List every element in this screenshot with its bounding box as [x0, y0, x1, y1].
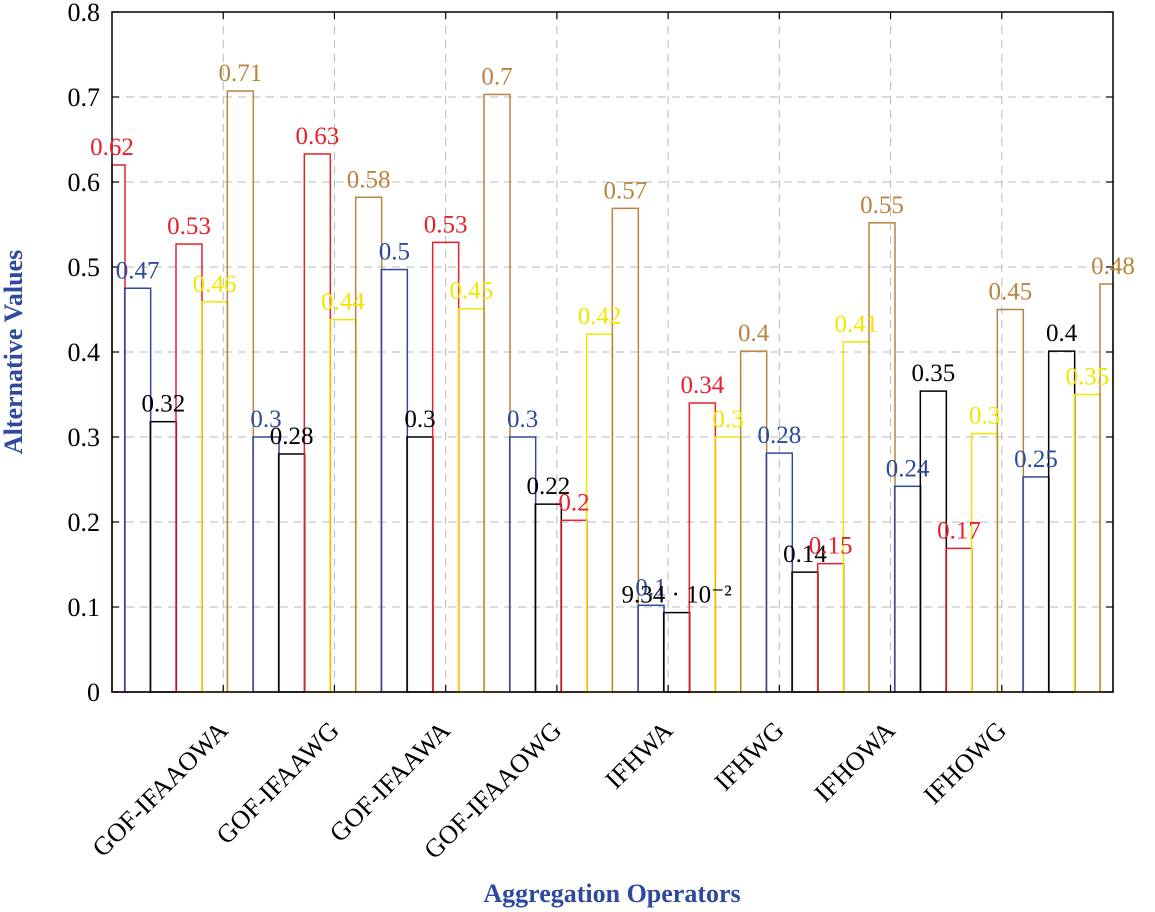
x-axis: GOF-IFAAOWAGOF-IFAAWGGOF-IFAAWAGOF-IFAAO…	[87, 12, 1012, 865]
bar	[970, 432, 999, 693]
bar-value-label: 0.58	[347, 166, 391, 193]
bar-value-label: 0.24	[886, 455, 930, 482]
bar-value-label: 0.28	[757, 422, 801, 449]
bar	[714, 436, 742, 693]
bar	[457, 307, 486, 693]
bar	[816, 562, 845, 693]
bar	[123, 287, 152, 693]
y-tick-label: 0.3	[68, 423, 101, 452]
y-axis: 0 0.1 0.2 0.3 0.4 0.5 0.6 0.7 0.8	[68, 0, 1113, 707]
bar-value-label: 0.14	[783, 541, 827, 568]
bar-value-label: 0.53	[167, 213, 211, 240]
bar	[1073, 393, 1102, 693]
bar	[226, 90, 255, 693]
bar-value-label: 0.3	[404, 406, 435, 433]
bar-value-label: 0.3	[250, 406, 281, 433]
y-tick-label: 0.1	[68, 593, 101, 622]
bar	[996, 308, 1025, 693]
bar	[637, 604, 665, 693]
bar	[406, 436, 434, 693]
bar-value-label: 0.2	[558, 489, 589, 516]
x-tick-label: GOF-IFAAOWA	[87, 716, 234, 863]
data-labels: 0.620.470.320.530.460.710.30.280.630.440…	[90, 60, 1135, 609]
bar-value-label: 0.22	[526, 473, 570, 500]
bar-value-label: 0.71	[218, 60, 262, 87]
bar-value-label: 0.46	[193, 271, 237, 298]
bar-value-label: 0.3	[712, 406, 743, 433]
y-axis-title: Alternative Values	[0, 250, 28, 454]
bar	[534, 503, 563, 693]
bar	[111, 164, 126, 693]
bar	[842, 341, 871, 693]
bar	[277, 453, 306, 693]
y-tick-label: 0.5	[68, 253, 101, 282]
bar-value-label: 0.42	[578, 303, 622, 330]
bar-value-label: 0.5	[379, 239, 410, 266]
bar	[483, 93, 511, 693]
bar-value-label: 9.34 · 10⁻²	[622, 582, 732, 609]
bar-value-label: 0.34	[680, 372, 724, 399]
y-tick-label: 0.6	[68, 168, 101, 197]
bar-value-label: 0.17	[937, 517, 981, 544]
bar-value-label: 0.3	[969, 403, 1000, 430]
x-axis-title: Aggregation Operators	[483, 879, 740, 908]
y-tick-label: 0.2	[68, 508, 101, 537]
bar	[560, 519, 588, 693]
bar-value-label: 0.35	[1065, 364, 1109, 391]
bar	[354, 196, 383, 693]
bar-value-label: 0.25	[1014, 446, 1058, 473]
y-tick-label: 0	[87, 678, 100, 707]
x-tick-label: IFHOWG	[918, 716, 1012, 810]
bar-value-label: 0.48	[1091, 253, 1135, 280]
bar-value-label: 0.3	[507, 406, 538, 433]
x-tick-label: IFHWG	[709, 716, 790, 797]
bar-value-label: 0.44	[321, 289, 365, 316]
bar	[149, 420, 178, 693]
x-tick-label: IFHWA	[600, 716, 679, 795]
bar-value-label: 0.4	[1046, 320, 1078, 347]
bar-value-label: 0.1	[635, 574, 666, 601]
x-tick-label: IFHOWA	[809, 716, 901, 808]
bar-value-label: 0.62	[90, 134, 134, 161]
bar-value-label: 0.57	[603, 177, 647, 204]
bar	[688, 402, 717, 693]
bar	[175, 243, 203, 693]
bar-value-label: 0.4	[738, 320, 770, 347]
bar-value-label: 0.45	[988, 279, 1032, 306]
y-tick-label: 0.8	[68, 0, 101, 27]
y-tick-label: 0.7	[68, 83, 101, 112]
grid-layer	[112, 12, 1113, 692]
bar-value-label: 0.7	[481, 63, 512, 90]
bar	[252, 436, 280, 693]
bar	[1099, 283, 1114, 693]
bar-value-label: 0.41	[834, 311, 878, 338]
bar	[791, 571, 819, 693]
bar-value-label: 0.28	[270, 423, 314, 450]
bar	[893, 485, 922, 693]
bar-value-label: 0.47	[116, 257, 160, 284]
bar	[1022, 476, 1050, 693]
bar	[200, 301, 229, 693]
bar-value-label: 0.55	[860, 192, 904, 219]
bar-value-label: 0.63	[295, 123, 339, 150]
y-tick-label: 0.4	[68, 338, 101, 367]
bar	[380, 268, 409, 693]
bar-value-label: 0.32	[141, 391, 185, 418]
bar-value-label: 0.15	[809, 533, 853, 560]
bar-value-label: 0.35	[911, 360, 955, 387]
bar	[585, 333, 614, 693]
bar	[611, 207, 640, 693]
bar-value-label: 0.53	[424, 211, 468, 238]
bar	[662, 611, 691, 693]
bar	[329, 318, 357, 693]
bar-value-label: 0.45	[449, 278, 493, 305]
bar	[945, 547, 973, 693]
bar-layer	[111, 90, 1114, 693]
